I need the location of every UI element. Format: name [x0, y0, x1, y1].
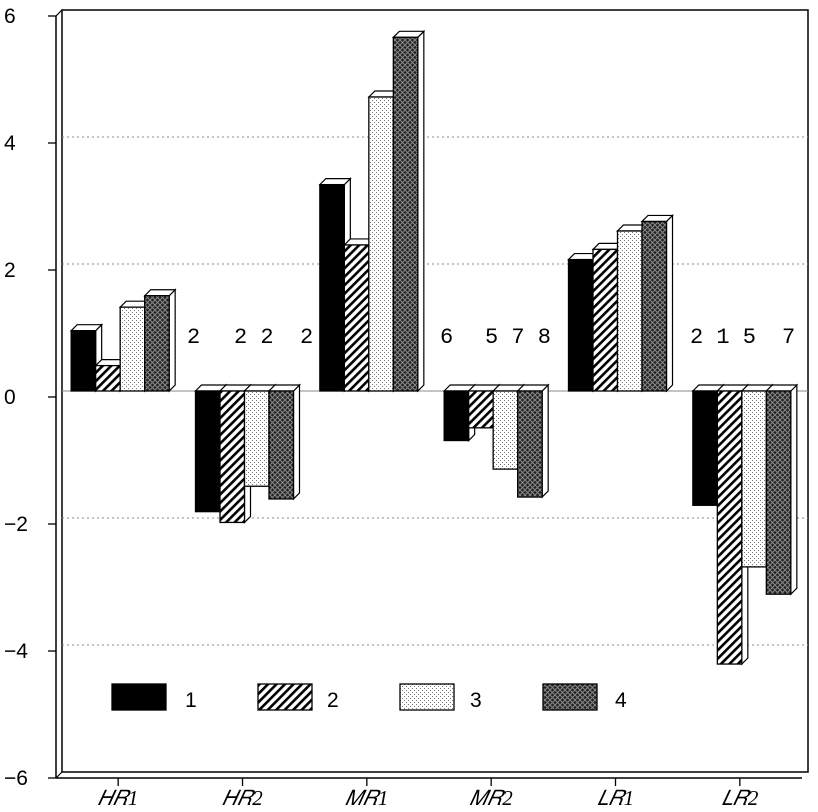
bar-2 [218, 383, 252, 524]
bar-4 [640, 214, 674, 393]
y-tick-label: −6 [4, 767, 28, 790]
bar-4 [143, 288, 177, 393]
legend-swatch [542, 683, 598, 711]
y-tick-label: −4 [4, 640, 28, 663]
legend-item-2: 2 [257, 683, 339, 712]
legend-label: 3 [470, 689, 482, 712]
y-tick-label: 4 [4, 132, 16, 155]
legend-label: 1 [185, 689, 197, 712]
bar-4 [267, 383, 301, 501]
legend-label: 4 [615, 689, 627, 712]
annotation-label: 2 2 [234, 325, 274, 350]
x-tick-label: 𝐿𝑅2 [721, 786, 759, 810]
legend-item-3: 3 [399, 683, 482, 712]
y-tick-label: 0 [4, 386, 16, 409]
x-tick-label: 𝐻𝑅2 [222, 786, 263, 810]
bar-4 [764, 383, 799, 596]
legend: 1 2 3 4 [111, 683, 627, 712]
x-tick-label: 𝐿𝑅1 [597, 786, 634, 810]
bars [69, 29, 799, 666]
bar-1 [69, 323, 104, 393]
y-tick-label: 6 [4, 5, 16, 28]
legend-swatch [111, 683, 167, 711]
annotations: 2 2 2 2 6 5 7 8 2 1 5 7 [187, 325, 795, 350]
annotation-label: 6 [440, 325, 453, 350]
legend-label: 2 [327, 689, 339, 712]
x-tick-label: 𝐻𝑅1 [98, 786, 139, 810]
annotation-label: 2 [187, 325, 200, 350]
legend-swatch [257, 683, 313, 711]
bar-4 [391, 29, 426, 393]
annotation-label: 2 1 5 [690, 325, 756, 350]
y-axis: 6 4 2 0 −2 −4 −6 [4, 5, 56, 790]
frame-corner [55, 771, 63, 779]
annotation-label: 7 [782, 325, 795, 350]
y-tick-label: −2 [4, 513, 28, 536]
x-axis: 𝐻𝑅1 𝐻𝑅2 𝑀𝑅1 𝑀𝑅2 𝐿𝑅1 𝐿𝑅2 [98, 778, 759, 810]
legend-item-1: 1 [111, 683, 197, 712]
bar-4 [516, 383, 550, 499]
x-tick-label: 𝑀𝑅1 [345, 786, 388, 810]
gridlines [62, 136, 808, 646]
frame-corner [55, 9, 63, 17]
legend-item-4: 4 [542, 683, 627, 712]
y-tick-label: 2 [4, 259, 16, 282]
x-tick-label: 𝑀𝑅2 [470, 786, 514, 810]
annotation-label: 2 [300, 325, 313, 350]
legend-swatch [399, 683, 455, 711]
annotation-label: 5 7 8 [485, 325, 551, 350]
